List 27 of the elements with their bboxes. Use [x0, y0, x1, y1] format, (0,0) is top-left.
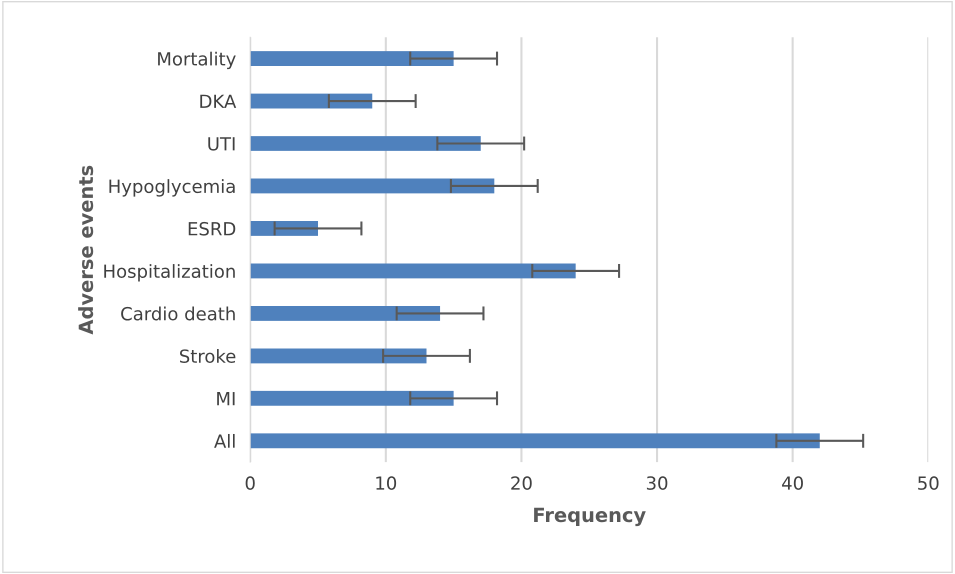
x-axis-title: Frequency: [534, 508, 646, 526]
y-tick-label: All: [214, 434, 235, 448]
y-tick-label: Cardio death: [121, 306, 235, 321]
bar: [250, 348, 427, 364]
x-tick-label: 0: [246, 476, 255, 490]
y-tick-label: ESRD: [188, 222, 236, 236]
bar: [250, 94, 372, 108]
x-tick-label: 10: [376, 476, 396, 490]
bar: [250, 306, 440, 321]
y-tick-label: UTI: [208, 137, 235, 151]
bar: [250, 136, 481, 151]
bar: [250, 263, 576, 278]
bar: [250, 51, 454, 66]
y-tick-label: Mortality: [158, 52, 236, 70]
bar: [250, 178, 494, 194]
y-axis-title: Adverse events: [78, 166, 94, 334]
y-tick-label: Hospitalization: [104, 264, 235, 282]
x-tick-label: 20: [511, 476, 532, 490]
x-tick-label: 30: [646, 476, 668, 490]
bar: [250, 390, 454, 406]
x-tick-label: 50: [918, 476, 939, 490]
y-tick-label: MI: [217, 392, 235, 406]
x-tick-label: 40: [782, 476, 803, 490]
y-tick-label: Hypoglycemia: [109, 179, 235, 197]
bar: [250, 433, 820, 448]
y-tick-label: Stroke: [180, 349, 236, 363]
y-tick-label: DKA: [200, 94, 236, 108]
